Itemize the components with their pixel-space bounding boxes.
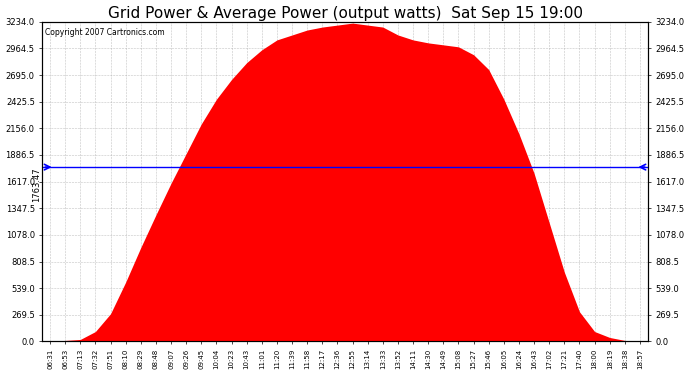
Text: Copyright 2007 Cartronics.com: Copyright 2007 Cartronics.com (46, 28, 165, 37)
Title: Grid Power & Average Power (output watts)  Sat Sep 15 19:00: Grid Power & Average Power (output watts… (108, 6, 582, 21)
Text: 1763.47: 1763.47 (32, 167, 41, 202)
